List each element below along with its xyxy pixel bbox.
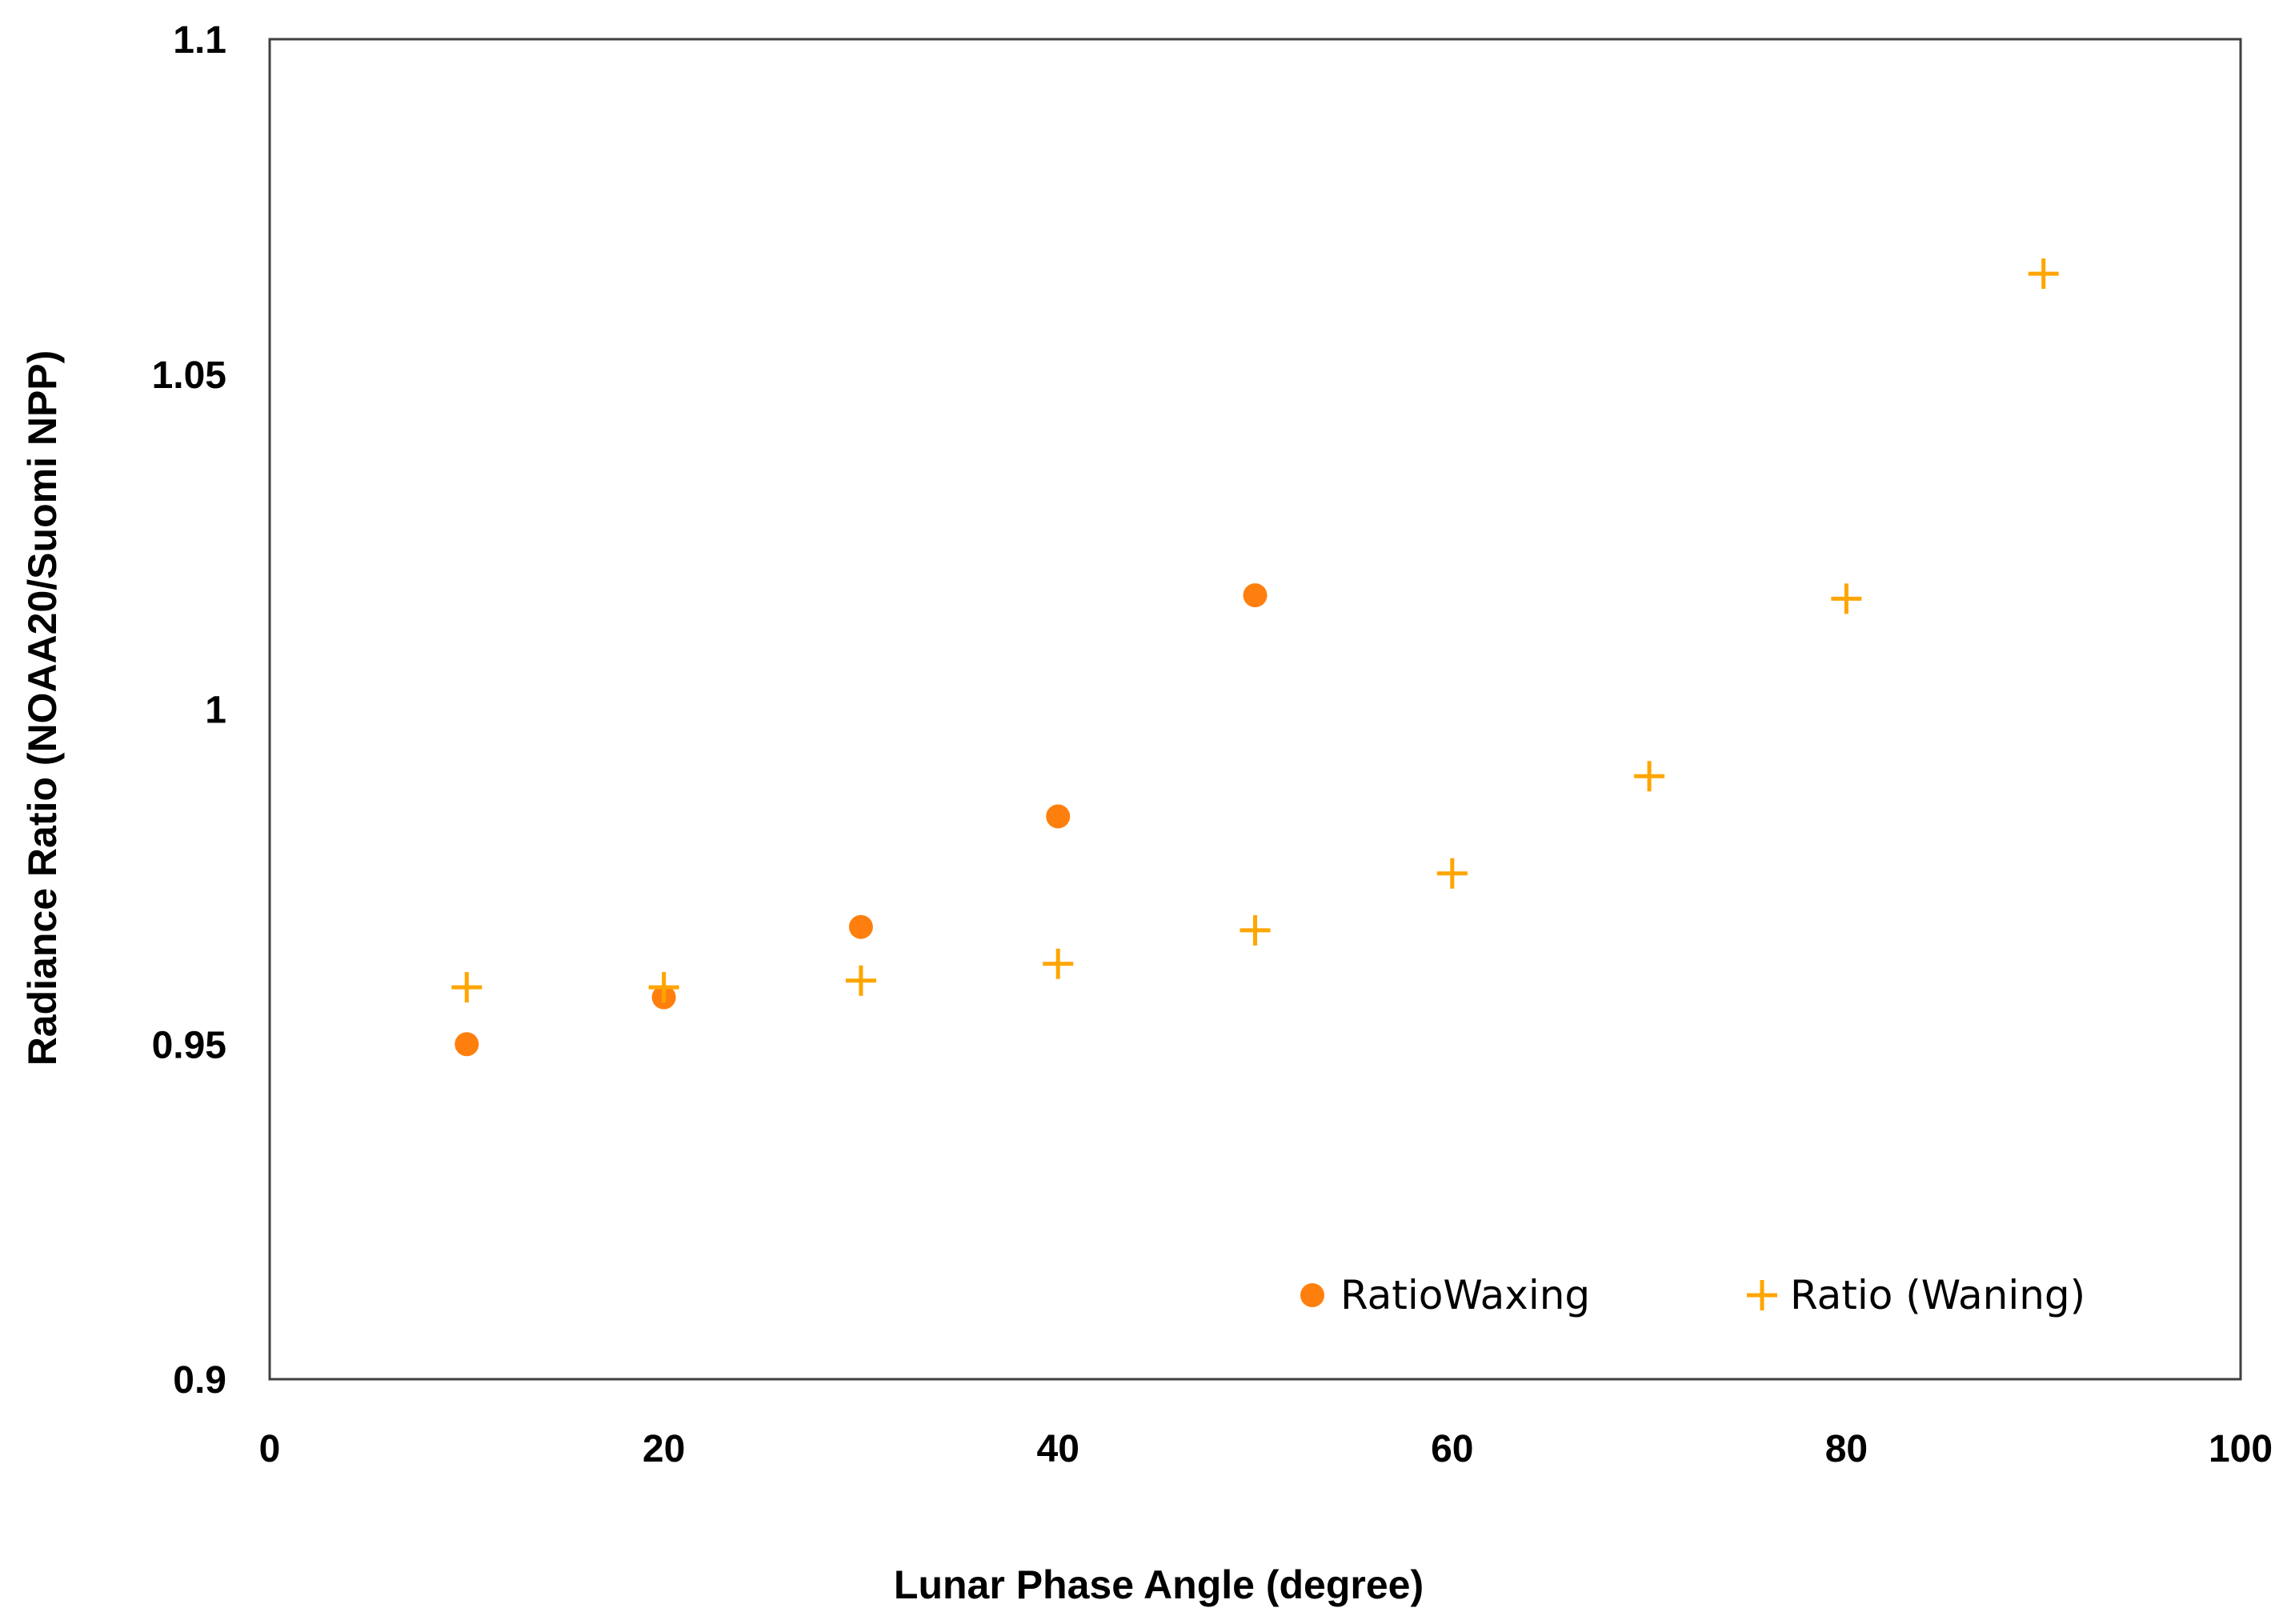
- waning-point: [2028, 258, 2059, 290]
- legend-marker: [1300, 1283, 1324, 1307]
- legend-label: RatioWaxing: [1340, 1272, 1590, 1318]
- y-tick-label: 1.1: [173, 19, 226, 62]
- waxing-point: [455, 1032, 479, 1057]
- x-tick-label: 60: [1431, 1428, 1473, 1470]
- x-axis-ticks: 0 20 40 60 80 100: [259, 1428, 2273, 1470]
- legend-item: Ratio (Waning): [1747, 1272, 2085, 1318]
- x-tick-label: 0: [259, 1428, 281, 1470]
- y-axis-title: Radiance Ratio (NOAA20/Suomi NPP): [20, 350, 65, 1066]
- waning-point: [1043, 948, 1074, 979]
- y-tick-label: 1.05: [152, 354, 226, 397]
- waxing-point: [1243, 583, 1268, 608]
- y-tick-label: 0.9: [173, 1359, 226, 1402]
- x-tick-label: 80: [1825, 1428, 1868, 1470]
- waning-point: [1436, 858, 1468, 889]
- waning-point: [1831, 583, 1862, 614]
- series-1: [451, 258, 2059, 1003]
- waxing-point: [1046, 804, 1071, 829]
- y-tick-label: 0.95: [152, 1024, 226, 1066]
- y-axis-ticks: 0.9 0.95 1 1.05 1.1: [152, 19, 226, 1402]
- series-0: [455, 583, 1268, 1057]
- legend-label: Ratio (Waning): [1790, 1272, 2085, 1318]
- data-points: [451, 258, 2059, 1057]
- waxing-point: [848, 914, 873, 939]
- x-axis-title: Lunar Phase Angle (degree): [894, 1562, 1424, 1607]
- waning-point: [1634, 761, 1665, 792]
- waning-point: [845, 965, 876, 996]
- plot-area: [268, 38, 2242, 1381]
- x-tick-label: 20: [643, 1428, 685, 1470]
- legend: RatioWaxing Ratio (Waning): [1300, 1272, 2085, 1318]
- waning-point: [451, 972, 483, 1003]
- waning-point: [1240, 914, 1271, 946]
- x-tick-label: 100: [2209, 1428, 2273, 1470]
- y-tick-label: 1: [205, 690, 226, 732]
- legend-marker: [1747, 1280, 1777, 1310]
- x-tick-label: 40: [1037, 1428, 1079, 1470]
- legend-item: RatioWaxing: [1300, 1272, 1590, 1318]
- waning-point: [648, 972, 679, 1003]
